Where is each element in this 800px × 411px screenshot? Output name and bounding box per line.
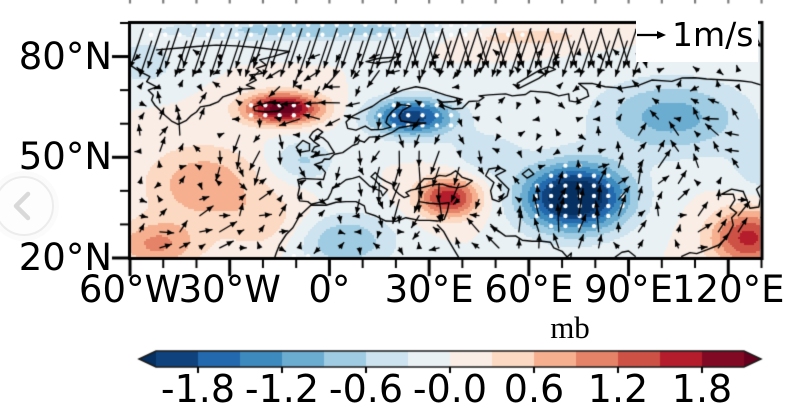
colorbar-tick-label: 1.8 <box>671 367 733 411</box>
y-tick-label: 20°N <box>18 235 112 279</box>
colorbar-tick-label: 0.6 <box>503 367 565 411</box>
colorbar-tick-label: -1.2 <box>244 367 320 411</box>
colorbar-tick-label: -0.0 <box>412 367 488 411</box>
x-tick-label: 0° <box>308 268 351 311</box>
x-tick-label: 90°E <box>584 268 674 311</box>
quiver-key-label: 1m/s <box>672 14 754 54</box>
colorbar-tick-label: 1.2 <box>587 367 649 411</box>
carousel-prev-button[interactable] <box>0 176 54 236</box>
quiver-key: 1m/s <box>636 7 758 62</box>
x-tick-label: 60°E <box>484 268 574 311</box>
colorbar-tick-label: -0.6 <box>328 367 404 411</box>
y-tick-label: 80°N <box>18 34 112 78</box>
y-tick-label: 50°N <box>18 135 112 179</box>
x-tick-label: 30°E <box>384 268 474 311</box>
colorbar-unit-label: mb <box>550 310 590 345</box>
colorbar-tick-label: -1.8 <box>160 367 236 411</box>
x-tick-label: 30°W <box>178 268 281 311</box>
x-tick-label: 120°E <box>672 268 785 311</box>
x-tick-label: 60°W <box>78 268 182 311</box>
chevron-left-icon <box>13 191 31 221</box>
reference-arrow-icon <box>637 30 666 39</box>
